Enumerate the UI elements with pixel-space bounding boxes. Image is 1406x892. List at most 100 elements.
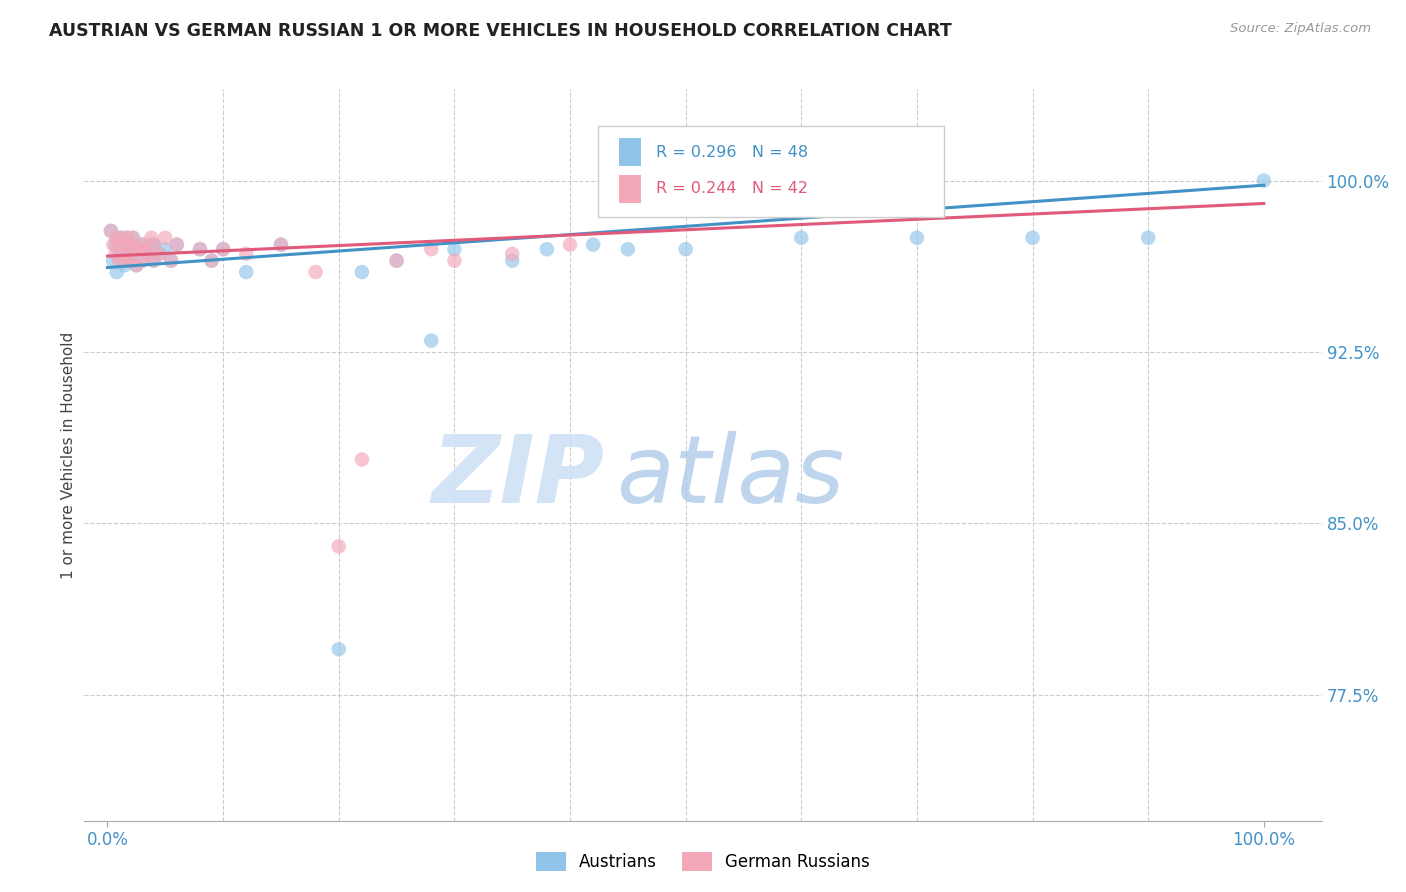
Text: AUSTRIAN VS GERMAN RUSSIAN 1 OR MORE VEHICLES IN HOUSEHOLD CORRELATION CHART: AUSTRIAN VS GERMAN RUSSIAN 1 OR MORE VEH… [49,22,952,40]
Point [142,237,165,252]
Point [131,237,153,252]
Point [790,231,813,245]
Point [131,237,153,252]
Point [142,253,165,268]
Point [675,242,697,256]
Point [155,231,177,245]
Point [905,231,928,245]
Point [200,253,222,268]
Point [350,822,373,837]
Point [100,224,122,238]
Point [142,237,165,252]
Bar [619,175,641,202]
Point [108,253,131,268]
Point [131,253,153,268]
Point [270,237,292,252]
Point [385,253,408,268]
Point [114,258,136,272]
Y-axis label: 1 or more Vehicles in Household: 1 or more Vehicles in Household [60,331,76,579]
Point [1021,231,1043,245]
Point [108,249,131,263]
Point [212,242,235,256]
Point [103,237,125,252]
Point [111,247,134,261]
Point [128,242,150,256]
Point [120,253,142,268]
Text: ZIP: ZIP [432,431,605,523]
Point [136,247,159,261]
Point [110,231,132,245]
Point [141,231,163,245]
Point [1137,231,1160,245]
Point [105,265,128,279]
Point [350,265,373,279]
Point [142,253,165,268]
Point [501,247,523,261]
Point [114,242,136,256]
Point [115,231,138,245]
Point [134,242,156,256]
Point [134,242,156,256]
Point [105,231,128,245]
Point [166,237,188,252]
Point [108,237,131,252]
Bar [619,138,641,166]
Point [103,253,125,268]
Point [108,237,131,252]
Point [141,237,163,252]
Point [122,231,145,245]
Point [131,253,153,268]
Point [160,253,183,268]
Point [117,247,139,261]
Point [125,242,148,256]
Point [501,253,523,268]
Point [420,334,443,348]
Point [270,237,292,252]
Point [100,224,122,238]
Point [443,253,465,268]
Point [115,231,138,245]
Point [558,237,581,252]
Point [148,247,170,261]
Point [420,242,443,256]
Point [235,265,257,279]
Text: atlas: atlas [616,432,845,523]
FancyBboxPatch shape [598,126,945,218]
Point [125,258,148,272]
Point [117,247,139,261]
Point [120,237,142,252]
Point [104,247,127,261]
Point [304,265,326,279]
Point [120,237,142,252]
Point [617,242,640,256]
Point [188,242,211,256]
Legend: Austrians, German Russians: Austrians, German Russians [529,846,877,878]
Point [385,253,408,268]
Point [125,258,148,272]
Point [125,242,148,256]
Point [136,247,159,261]
Point [111,247,134,261]
Point [536,242,558,256]
Point [155,242,177,256]
Point [328,642,350,657]
Point [443,242,465,256]
Point [122,231,145,245]
Text: R = 0.244   N = 42: R = 0.244 N = 42 [657,181,808,196]
Point [160,253,183,268]
Point [188,242,211,256]
Point [200,253,222,268]
Point [1253,174,1275,188]
Point [128,242,150,256]
Point [328,540,350,554]
Point [212,242,235,256]
Text: R = 0.296   N = 48: R = 0.296 N = 48 [657,145,808,160]
Point [104,237,127,252]
Point [114,237,136,252]
Point [582,237,605,252]
Point [120,253,142,268]
Point [166,237,188,252]
Text: Source: ZipAtlas.com: Source: ZipAtlas.com [1230,22,1371,36]
Point [114,253,136,268]
Point [110,231,132,245]
